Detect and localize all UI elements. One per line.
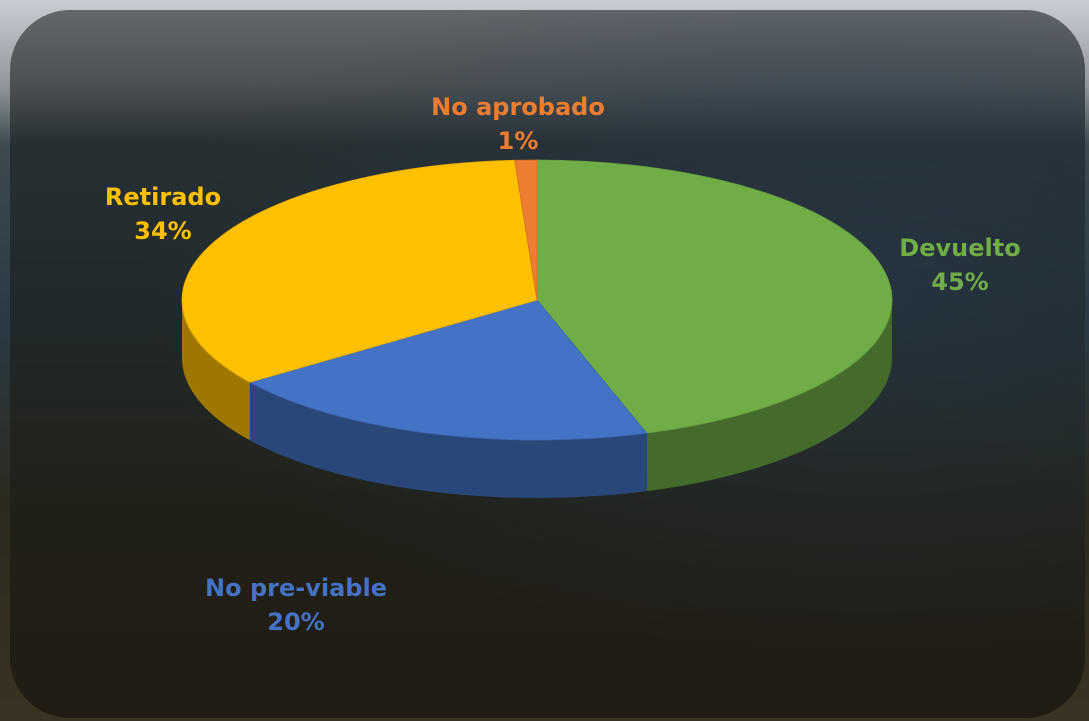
slice-side (182, 300, 250, 441)
slice-side (249, 382, 647, 498)
slice-side (646, 300, 892, 492)
category-label: Retirado (105, 183, 221, 211)
category-label: No aprobado (431, 93, 605, 121)
category-label: No pre-viable (205, 574, 387, 602)
slice (248, 299, 648, 441)
value-label: 45% (931, 268, 988, 296)
category-label: Devuelto (899, 234, 1020, 262)
slice (181, 159, 538, 383)
value-label: 34% (134, 217, 191, 245)
value-label: 1% (498, 127, 539, 155)
slice (536, 159, 893, 434)
slice (514, 159, 538, 301)
value-label: 20% (267, 608, 324, 636)
